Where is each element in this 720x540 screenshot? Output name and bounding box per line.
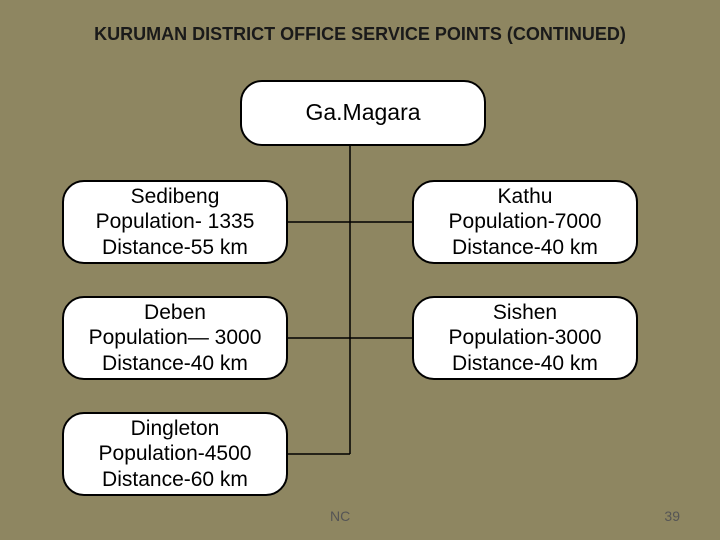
slide: KURUMAN DISTRICT OFFICE SERVICE POINTS (… [0,0,720,540]
node-pop: Population-4500 [99,441,252,466]
node-root-name: Ga.Magara [305,99,420,127]
node-name: Sedibeng [131,184,220,209]
node-deben: Deben Population— 3000 Distance-40 km [62,296,288,380]
node-sedibeng: Sedibeng Population- 1335 Distance-55 km [62,180,288,264]
node-dist: Distance-40 km [452,351,598,376]
node-dingleton: Dingleton Population-4500 Distance-60 km [62,412,288,496]
node-dist: Distance-40 km [102,351,248,376]
footer-label: NC [330,508,350,524]
node-name: Deben [144,300,206,325]
node-dist: Distance-40 km [452,235,598,260]
node-dist: Distance-55 km [102,235,248,260]
node-sishen: Sishen Population-3000 Distance-40 km [412,296,638,380]
node-name: Sishen [493,300,557,325]
node-pop: Population- 1335 [96,209,255,234]
node-dist: Distance-60 km [102,467,248,492]
footer-pagenum: 39 [664,508,680,524]
slide-title: KURUMAN DISTRICT OFFICE SERVICE POINTS (… [0,24,720,45]
node-kathu: Kathu Population-7000 Distance-40 km [412,180,638,264]
node-name: Dingleton [131,416,220,441]
node-pop: Population-3000 [449,325,602,350]
node-name: Kathu [498,184,553,209]
node-pop: Population— 3000 [89,325,262,350]
node-pop: Population-7000 [449,209,602,234]
node-root: Ga.Magara [240,80,486,146]
